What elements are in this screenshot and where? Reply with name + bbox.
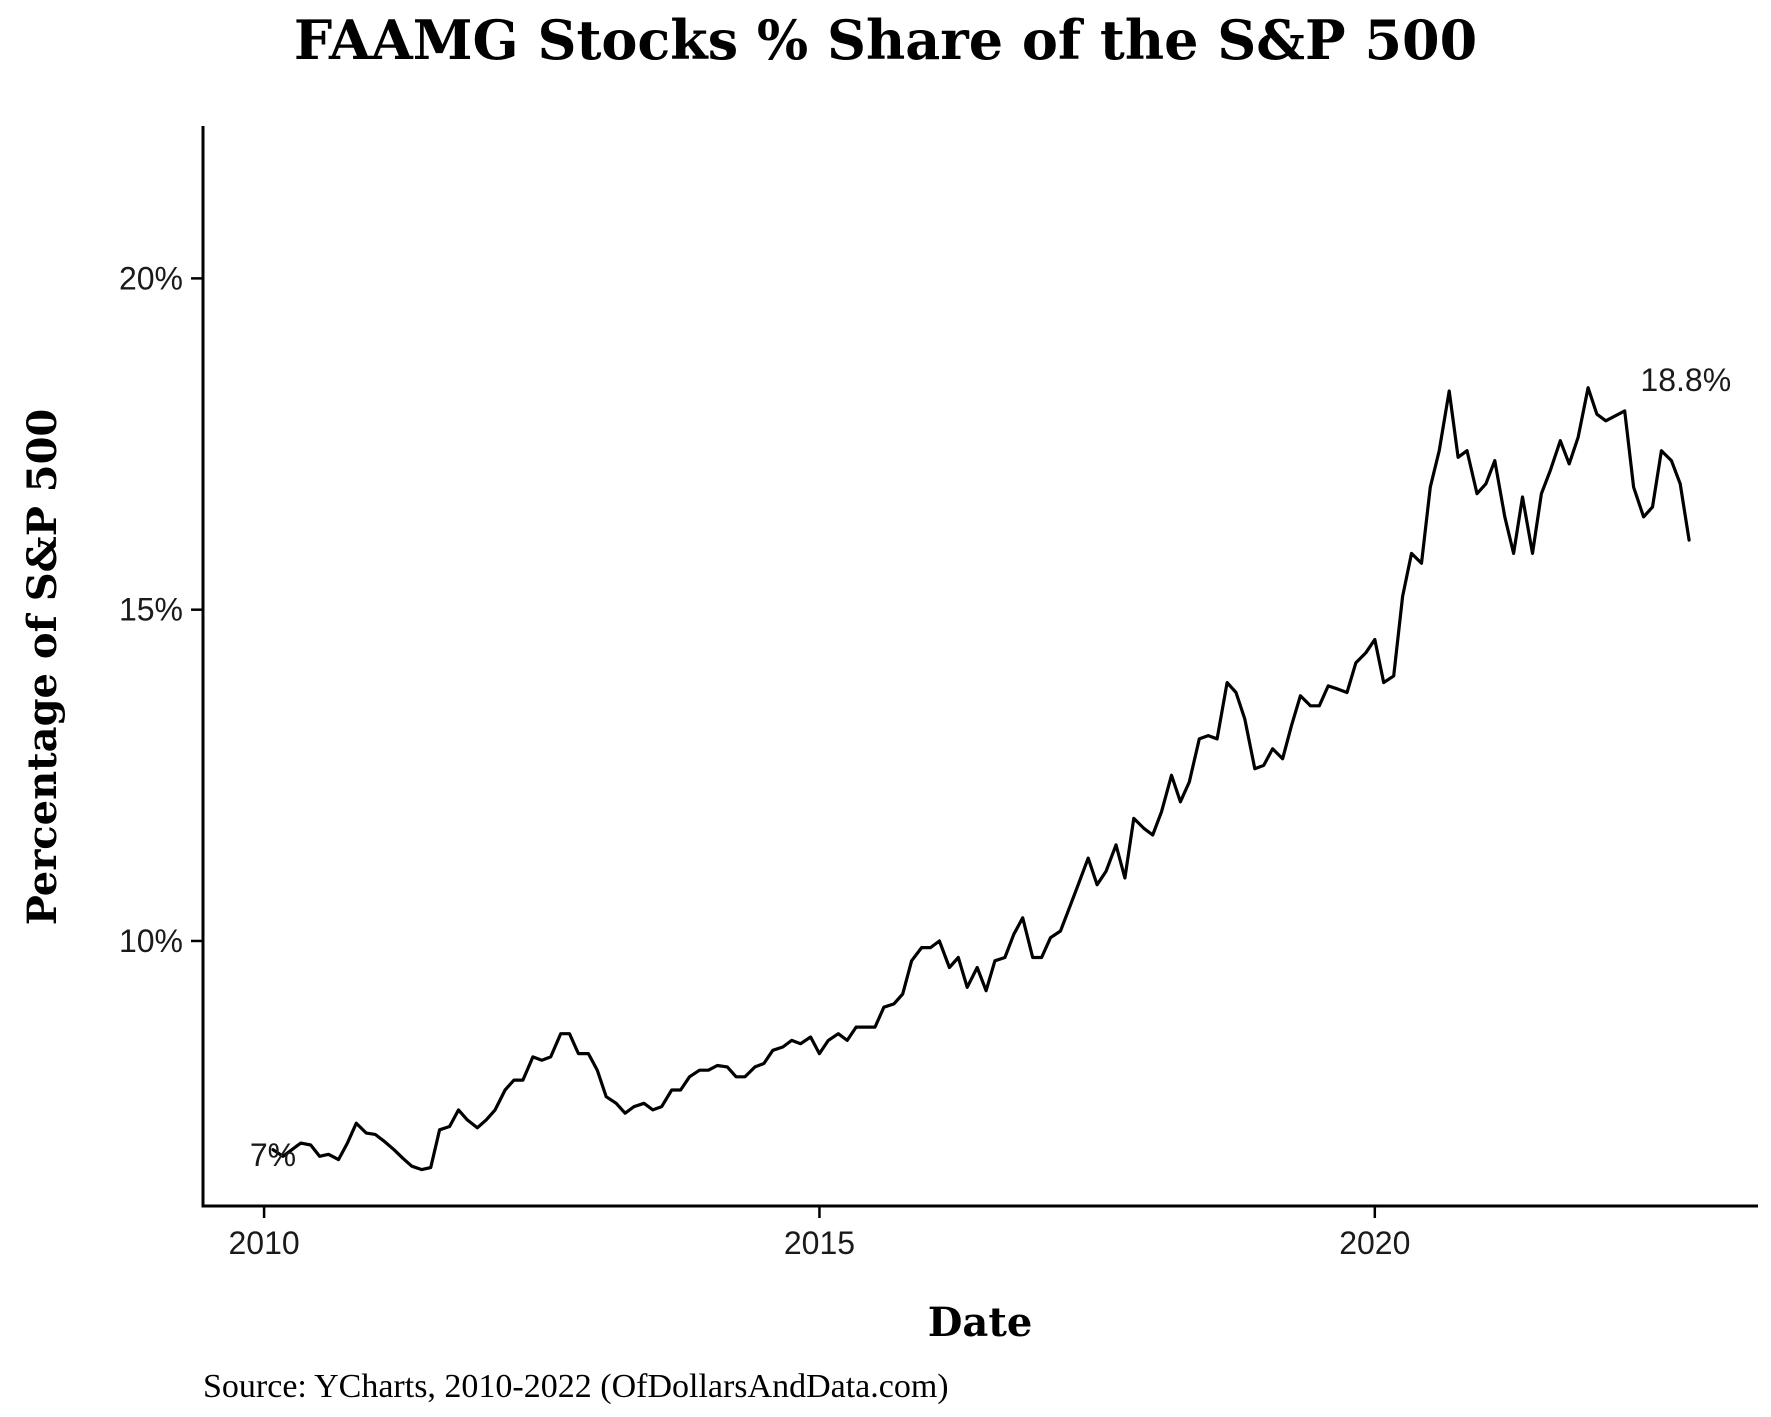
y-axis-ticks: 10% 15% 20%: [119, 260, 203, 959]
y-tick-label-1: 15%: [119, 592, 183, 628]
annotations: 7% 18.8%: [250, 362, 1731, 1173]
chart-title: FAAMG Stocks % Share of the S&P 500: [293, 8, 1478, 72]
annotation-label-0: 7%: [250, 1137, 296, 1173]
source-caption: Source: YCharts, 2010-2022 (OfDollarsAnd…: [203, 1368, 949, 1405]
y-axis-title: Percentage of S&P 500: [19, 409, 66, 925]
y-tick-label-2: 20%: [119, 260, 183, 296]
x-tick-label-1: 2015: [784, 1225, 855, 1261]
plot-area: [271, 386, 1691, 1172]
annotation-label-1: 18.8%: [1640, 362, 1731, 398]
x-tick-label-0: 2010: [228, 1225, 299, 1261]
x-axis-title: Date: [928, 1299, 1033, 1346]
y-tick-label-0: 10%: [119, 923, 183, 959]
x-axis-ticks: 2010 2015 2020: [228, 1206, 1410, 1261]
series-line-0: [271, 386, 1691, 1172]
x-tick-label-2: 2020: [1339, 1225, 1410, 1261]
